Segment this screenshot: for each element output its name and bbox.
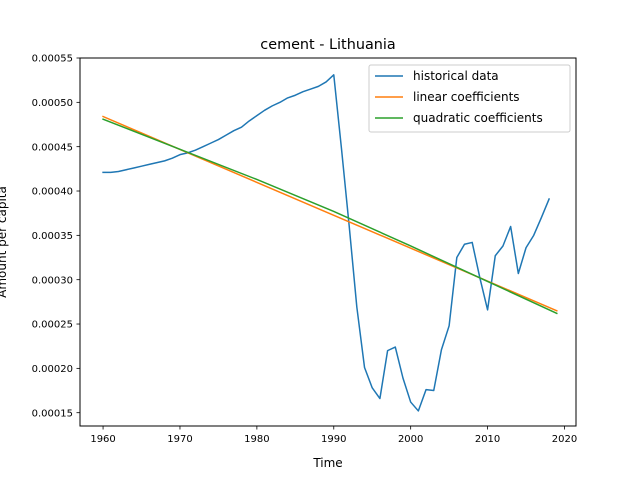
x-tick-label: 1990 <box>321 434 346 445</box>
x-tick-label: 1970 <box>167 434 192 445</box>
x-tick-label: 2010 <box>475 434 500 445</box>
y-tick-label: 0.00020 <box>32 364 73 375</box>
y-tick-label: 0.00015 <box>32 408 73 419</box>
legend-frame <box>368 64 571 133</box>
x-tick-label: 1980 <box>244 434 269 445</box>
legend-label: historical data <box>413 69 499 83</box>
legend-label: linear coefficients <box>413 90 520 104</box>
y-tick-label: 0.00035 <box>32 231 73 242</box>
y-tick-label: 0.00055 <box>32 54 73 65</box>
y-tick-label: 0.00050 <box>32 98 73 109</box>
x-tick-label: 1960 <box>90 434 115 445</box>
legend-label: quadratic coefficients <box>413 111 543 125</box>
plot-area-frame <box>79 57 577 427</box>
y-tick-label: 0.00040 <box>32 187 73 198</box>
series-lines <box>102 74 558 412</box>
series-line-quadratic-coefficients <box>102 118 558 315</box>
y-axis-ticks: 0.00015 0.00020 0.00025 0.00030 0.00035 0.000… <box>32 54 80 419</box>
x-axis-ticks: 1960 1970 1980 1990 2000 2010 2020 <box>90 426 577 445</box>
y-tick-label: 0.00025 <box>32 320 73 331</box>
y-tick-label: 0.00030 <box>32 275 73 286</box>
y-tick-label: 0.00045 <box>32 142 73 153</box>
x-axis-label: Time <box>312 456 342 470</box>
chart-title: cement - Lithuania <box>260 37 395 53</box>
y-axis-label: Amount per capita <box>0 186 9 298</box>
x-tick-label: 2020 <box>552 434 577 445</box>
series-line-historical-data <box>102 74 551 412</box>
legend: historical data linear coefficients quadra… <box>368 64 571 133</box>
x-tick-label: 2000 <box>398 434 423 445</box>
